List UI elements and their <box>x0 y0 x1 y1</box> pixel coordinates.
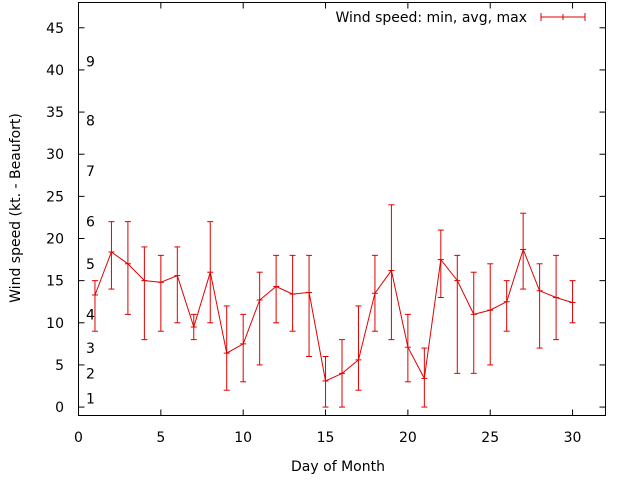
y-tick-label: 0 <box>55 400 64 416</box>
x-tick-label: 20 <box>399 430 417 446</box>
x-tick-label: 10 <box>234 430 252 446</box>
x-axis: 0 5 10 15 20 25 30 <box>74 2 582 446</box>
x-tick-label: 0 <box>74 430 83 446</box>
y-tick-label: 15 <box>46 274 64 290</box>
y-tick-label: 45 <box>46 21 64 37</box>
beaufort-label: 5 <box>86 257 95 273</box>
y-tick-label: 25 <box>46 189 64 205</box>
x-tick-label: 5 <box>156 430 165 446</box>
series-line-wind-speed <box>94 248 573 382</box>
beaufort-label: 6 <box>86 215 95 231</box>
y-tick-label: 30 <box>46 147 64 163</box>
y-tick-label: 35 <box>46 105 64 121</box>
y-tick-label: 5 <box>55 358 64 374</box>
y-tick-label: 20 <box>46 232 64 248</box>
legend-label: Wind speed: min, avg, max <box>335 10 527 26</box>
beaufort-label: 7 <box>86 164 95 180</box>
x-axis-label: Day of Month <box>291 459 385 475</box>
plot-frame <box>78 2 606 416</box>
x-tick-label: 30 <box>564 430 582 446</box>
x-tick-label: 15 <box>317 430 335 446</box>
beaufort-label: 8 <box>86 114 95 130</box>
beaufort-scale-labels: 1 2 3 4 5 6 7 8 9 <box>86 55 95 408</box>
x-tick-label: 25 <box>481 430 499 446</box>
beaufort-label: 1 <box>86 392 95 408</box>
y-axis-label: Wind speed (kt. - Beaufort) <box>8 113 24 303</box>
beaufort-label: 9 <box>86 55 95 71</box>
y-tick-label: 40 <box>46 63 64 79</box>
beaufort-label: 2 <box>86 366 95 382</box>
legend: Wind speed: min, avg, max <box>335 10 586 26</box>
beaufort-label: 4 <box>86 307 95 323</box>
beaufort-label: 3 <box>86 341 95 357</box>
y-tick-label: 10 <box>46 316 64 332</box>
